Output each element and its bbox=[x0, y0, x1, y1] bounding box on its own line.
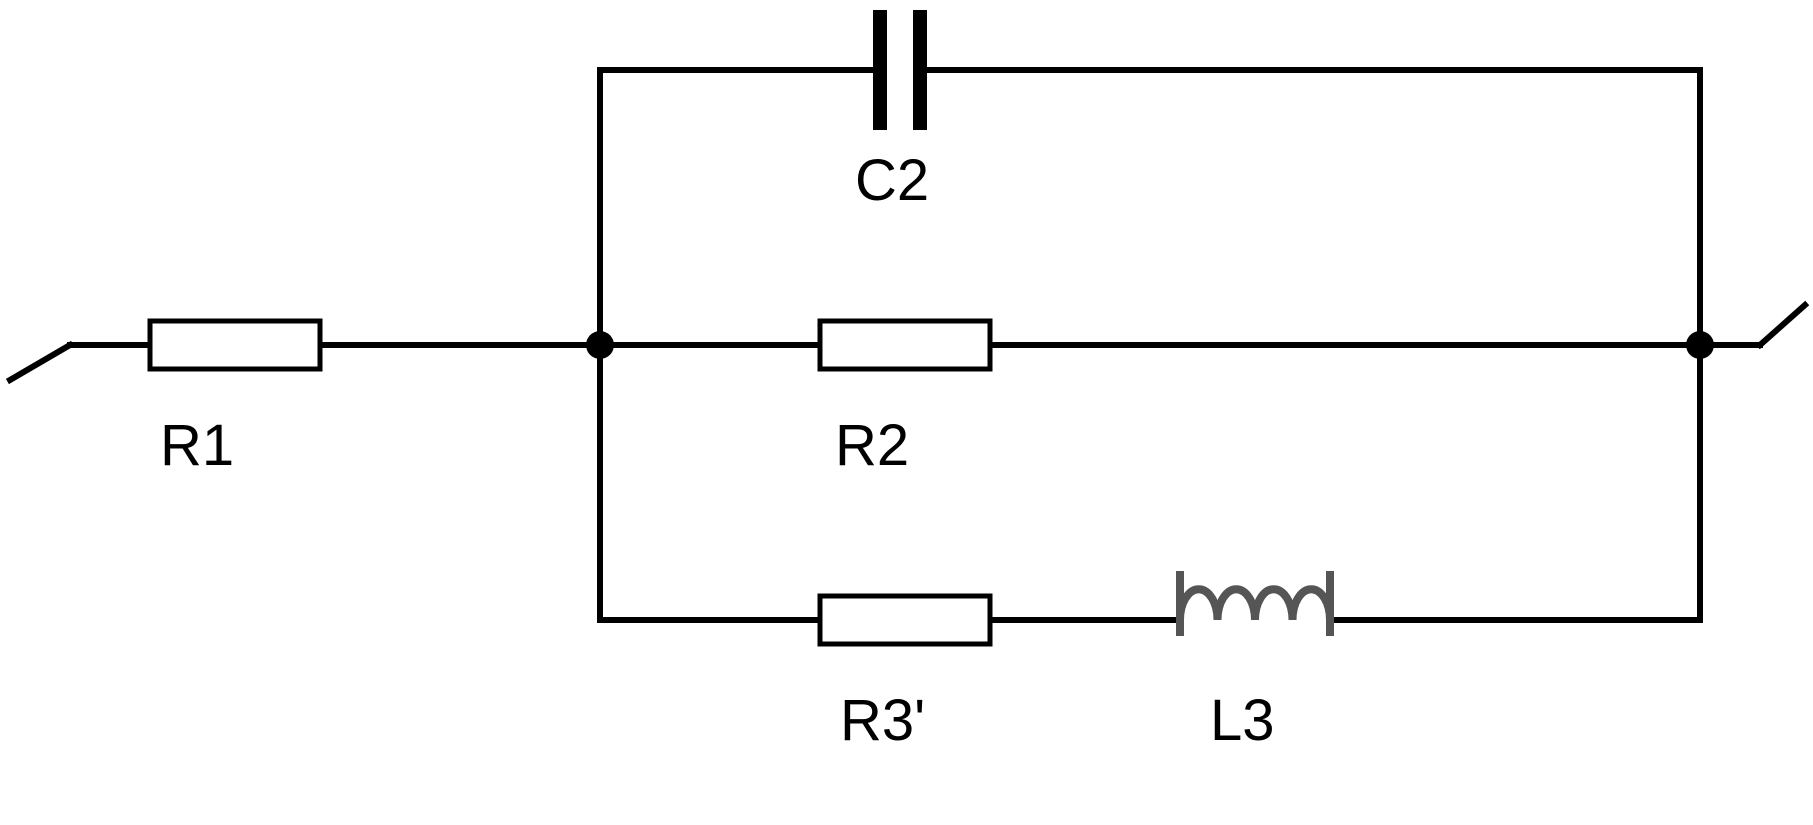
circuit-diagram: R1 C2 R2 R3' L3 bbox=[0, 0, 1813, 825]
label-l3: L3 bbox=[1210, 688, 1275, 753]
label-r1: R1 bbox=[160, 413, 234, 478]
resistor-r1 bbox=[150, 321, 320, 369]
capacitor-c2 bbox=[880, 10, 920, 130]
label-r2: R2 bbox=[835, 413, 909, 478]
label-r3: R3' bbox=[840, 688, 925, 753]
junction-left bbox=[586, 331, 614, 359]
label-c2: C2 bbox=[855, 148, 929, 213]
resistor-r2 bbox=[820, 321, 990, 369]
resistor-r3 bbox=[820, 596, 990, 644]
junction-right bbox=[1686, 331, 1714, 359]
inductor-l3 bbox=[1180, 575, 1330, 632]
